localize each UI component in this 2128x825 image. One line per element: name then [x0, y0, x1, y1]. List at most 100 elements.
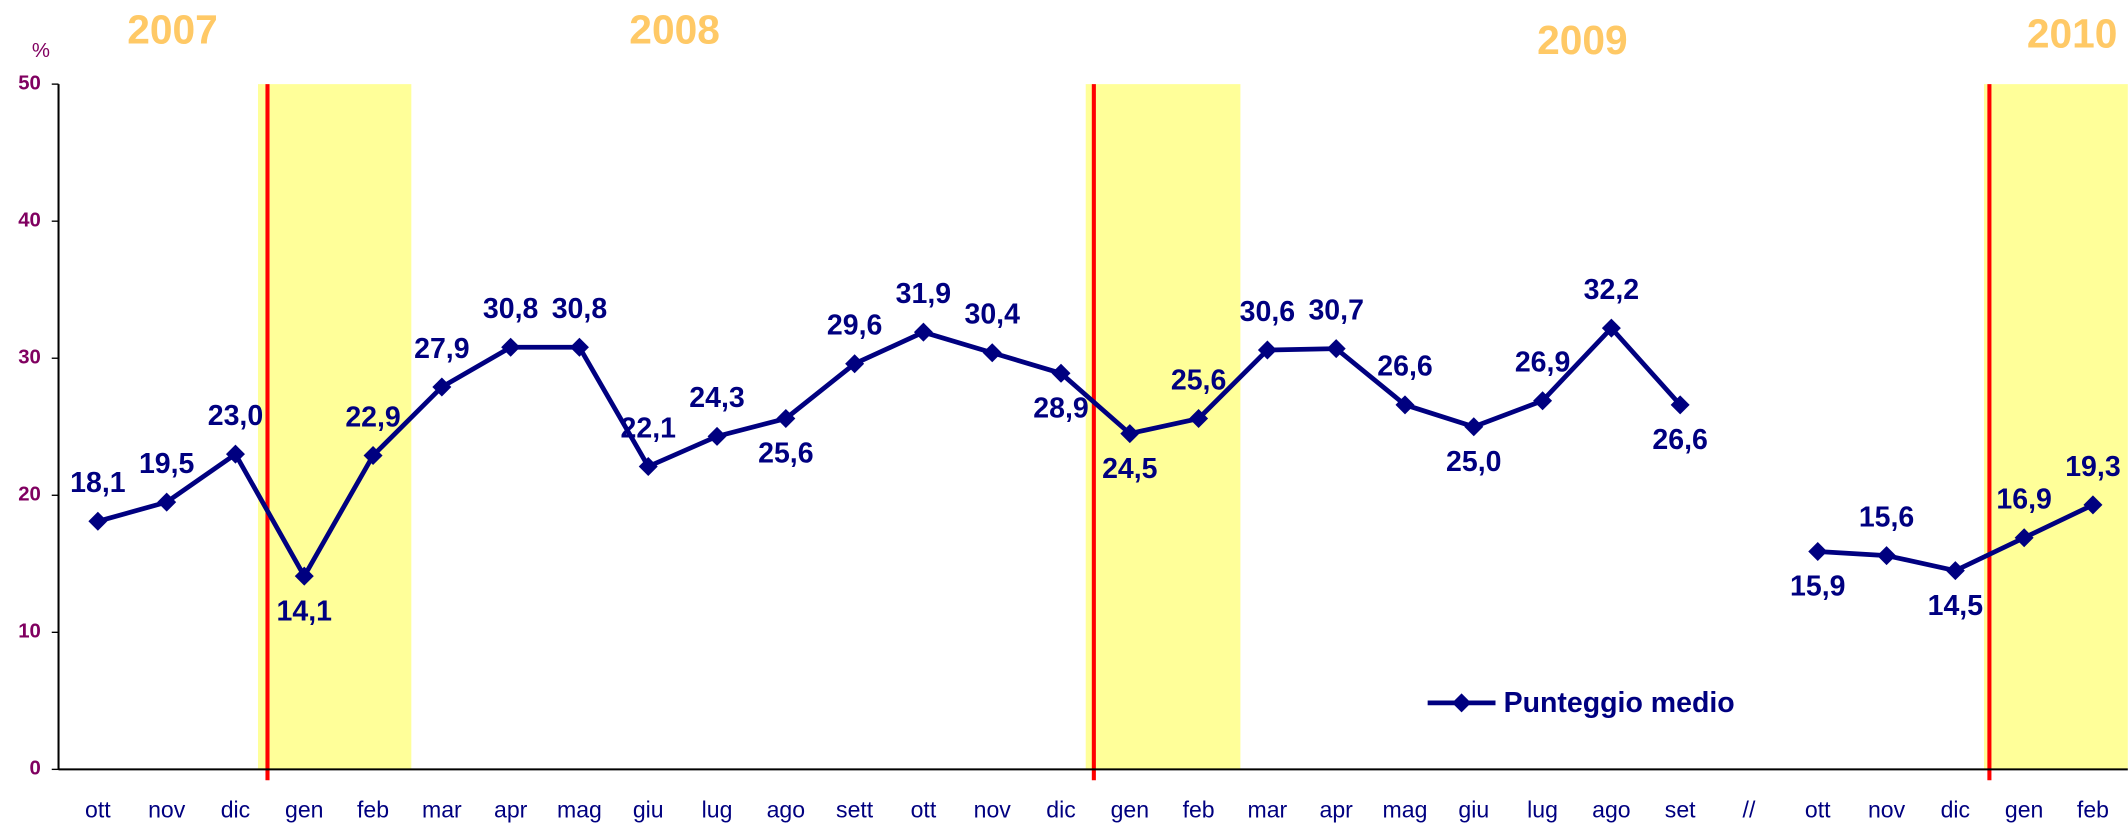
x-tick-label: set	[1665, 797, 1696, 823]
data-label: 23,0	[208, 400, 263, 432]
data-point	[432, 377, 452, 397]
x-tick-label: ago	[767, 797, 805, 823]
x-tick-label: dic	[1941, 797, 1970, 823]
x-tick-label: giu	[1458, 797, 1489, 823]
x-tick-label: ott	[911, 797, 937, 823]
x-tick-label: apr	[1320, 797, 1354, 823]
data-point	[1326, 339, 1346, 359]
y-tick-label: 0	[30, 758, 41, 780]
data-point	[1395, 395, 1415, 415]
data-point	[501, 337, 521, 357]
x-tick-label: gen	[2005, 797, 2043, 823]
data-label: 15,6	[1859, 501, 1914, 533]
y-tick-label: 40	[18, 210, 41, 232]
data-label: 26,6	[1652, 424, 1707, 456]
x-tick-label: feb	[1183, 797, 1215, 823]
data-label: 14,1	[277, 595, 333, 627]
data-label: 19,3	[2065, 451, 2120, 483]
x-tick-label: sett	[836, 797, 874, 823]
year-label: 2010	[2027, 10, 2118, 56]
data-label: 25,6	[758, 438, 813, 470]
x-tick-label: ott	[1805, 797, 1831, 823]
data-label: 16,9	[1996, 484, 2051, 516]
data-label: 22,9	[345, 401, 400, 433]
data-label: 32,2	[1584, 274, 1639, 306]
x-tick-label: lug	[1527, 797, 1558, 823]
x-tick-label: mar	[422, 797, 462, 823]
data-point	[1051, 363, 1071, 383]
x-tick-label: //	[1743, 797, 1756, 823]
data-label: 25,6	[1171, 364, 1226, 396]
data-label: 24,5	[1102, 453, 1158, 485]
x-tick-label: dic	[1046, 797, 1075, 823]
data-point	[707, 426, 727, 446]
data-point	[1877, 546, 1897, 566]
data-label: 30,6	[1240, 296, 1295, 328]
data-point	[225, 444, 245, 464]
x-tick-label: feb	[357, 797, 389, 823]
year-label: 2007	[127, 6, 218, 52]
data-point	[776, 409, 796, 429]
x-tick-label: lug	[702, 797, 733, 823]
data-point	[913, 322, 933, 342]
data-label: 26,6	[1377, 351, 1432, 383]
data-point	[1808, 541, 1828, 561]
data-label: 30,8	[552, 293, 607, 325]
data-point	[1601, 318, 1621, 338]
legend-marker	[1452, 693, 1472, 713]
x-tick-label: gen	[1111, 797, 1149, 823]
x-tick-label: nov	[148, 797, 186, 823]
data-point	[569, 337, 589, 357]
data-label: 29,6	[827, 310, 882, 342]
data-point	[1189, 409, 1209, 429]
data-label: 27,9	[414, 333, 469, 365]
legend-label: Punteggio medio	[1504, 687, 1735, 719]
x-tick-label: gen	[285, 797, 323, 823]
x-tick-label: feb	[2077, 797, 2109, 823]
data-point	[982, 343, 1002, 363]
x-tick-label: ott	[85, 797, 111, 823]
data-point	[1533, 391, 1553, 411]
data-label: 19,5	[139, 448, 195, 480]
data-point	[363, 446, 383, 466]
year-label: 2009	[1537, 17, 1628, 63]
data-point	[1257, 340, 1277, 360]
highlight-band	[257, 84, 412, 770]
y-tick-label: 30	[18, 347, 41, 369]
data-point	[845, 354, 865, 374]
y-unit: %	[32, 40, 50, 62]
x-tick-label: ago	[1592, 797, 1630, 823]
data-label: 24,3	[689, 382, 744, 414]
year-label: 2008	[629, 6, 720, 52]
data-point	[1464, 417, 1484, 437]
data-point	[1670, 395, 1690, 415]
data-label: 18,1	[70, 467, 126, 499]
data-point	[294, 566, 314, 586]
data-label: 30,8	[483, 293, 538, 325]
x-tick-label: nov	[1868, 797, 1906, 823]
data-label: 15,9	[1790, 571, 1845, 603]
x-tick-label: mag	[1383, 797, 1428, 823]
data-label: 28,9	[1033, 392, 1088, 424]
data-point	[157, 492, 177, 512]
highlight-band	[1983, 84, 2128, 770]
data-point	[1945, 561, 1965, 581]
x-tick-label: giu	[633, 797, 664, 823]
data-point	[2083, 495, 2103, 515]
x-tick-label: dic	[221, 797, 250, 823]
data-label: 22,1	[621, 412, 677, 444]
y-tick-label: 50	[18, 73, 41, 95]
data-point	[88, 511, 108, 531]
data-point	[638, 456, 658, 476]
x-tick-label: mag	[557, 797, 602, 823]
data-label: 26,9	[1515, 347, 1570, 379]
data-label: 25,0	[1446, 446, 1501, 478]
x-tick-label: mar	[1248, 797, 1288, 823]
x-tick-label: apr	[494, 797, 528, 823]
y-tick-label: 10	[18, 621, 41, 643]
y-tick-label: 20	[18, 484, 41, 506]
data-label: 14,5	[1928, 590, 1984, 622]
x-tick-label: nov	[974, 797, 1012, 823]
data-label: 30,4	[964, 299, 1020, 331]
